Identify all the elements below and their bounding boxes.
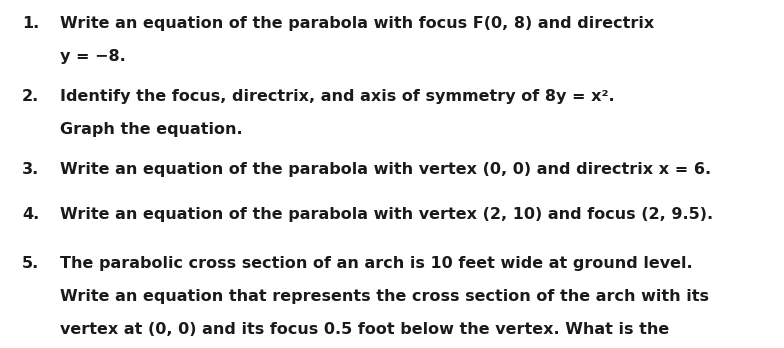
Text: The parabolic cross section of an arch is 10 feet wide at ground level.: The parabolic cross section of an arch i… (60, 256, 692, 271)
Text: 2.: 2. (22, 89, 39, 104)
Text: Identify the focus, directrix, and axis of symmetry of 8y = x².: Identify the focus, directrix, and axis … (60, 89, 614, 104)
Text: Write an equation of the parabola with vertex (0, 0) and directrix x = 6.: Write an equation of the parabola with v… (60, 162, 711, 177)
Text: Graph the equation.: Graph the equation. (60, 122, 242, 137)
Text: 1.: 1. (22, 16, 39, 31)
Text: Write an equation of the parabola with focus F(0, 8) and directrix: Write an equation of the parabola with f… (60, 16, 654, 31)
Text: 3.: 3. (22, 162, 39, 177)
Text: Write an equation of the parabola with vertex (2, 10) and focus (2, 9.5).: Write an equation of the parabola with v… (60, 207, 713, 222)
Text: 4.: 4. (22, 207, 39, 222)
Text: y = −8.: y = −8. (60, 49, 125, 64)
Text: Write an equation that represents the cross section of the arch with its: Write an equation that represents the cr… (60, 289, 709, 304)
Text: vertex at (0, 0) and its focus 0.5 foot below the vertex. What is the: vertex at (0, 0) and its focus 0.5 foot … (60, 322, 669, 337)
Text: 5.: 5. (22, 256, 39, 271)
